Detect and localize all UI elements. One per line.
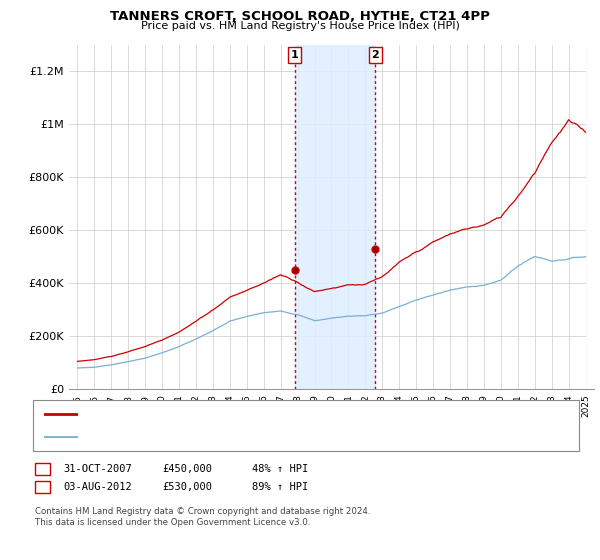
Text: 1: 1 bbox=[39, 464, 46, 474]
Text: £530,000: £530,000 bbox=[162, 482, 212, 492]
Text: £450,000: £450,000 bbox=[162, 464, 212, 474]
Text: 31-OCT-2007: 31-OCT-2007 bbox=[63, 464, 132, 474]
Text: TANNERS CROFT, SCHOOL ROAD, HYTHE, CT21 4PP (detached house): TANNERS CROFT, SCHOOL ROAD, HYTHE, CT21 … bbox=[82, 409, 429, 419]
Text: 1: 1 bbox=[291, 50, 299, 60]
Text: 2: 2 bbox=[371, 50, 379, 60]
Text: Price paid vs. HM Land Registry's House Price Index (HPI): Price paid vs. HM Land Registry's House … bbox=[140, 21, 460, 31]
Text: Contains HM Land Registry data © Crown copyright and database right 2024.: Contains HM Land Registry data © Crown c… bbox=[35, 507, 370, 516]
Text: 48% ↑ HPI: 48% ↑ HPI bbox=[252, 464, 308, 474]
Bar bbox=[295, 45, 375, 389]
Text: This data is licensed under the Open Government Licence v3.0.: This data is licensed under the Open Gov… bbox=[35, 518, 310, 527]
Text: 2: 2 bbox=[39, 482, 46, 492]
Bar bbox=[586, 45, 594, 389]
Text: 03-AUG-2012: 03-AUG-2012 bbox=[63, 482, 132, 492]
Text: 89% ↑ HPI: 89% ↑ HPI bbox=[252, 482, 308, 492]
Text: HPI: Average price, detached house, Folkestone and Hythe: HPI: Average price, detached house, Folk… bbox=[82, 432, 375, 442]
Text: TANNERS CROFT, SCHOOL ROAD, HYTHE, CT21 4PP: TANNERS CROFT, SCHOOL ROAD, HYTHE, CT21 … bbox=[110, 10, 490, 23]
